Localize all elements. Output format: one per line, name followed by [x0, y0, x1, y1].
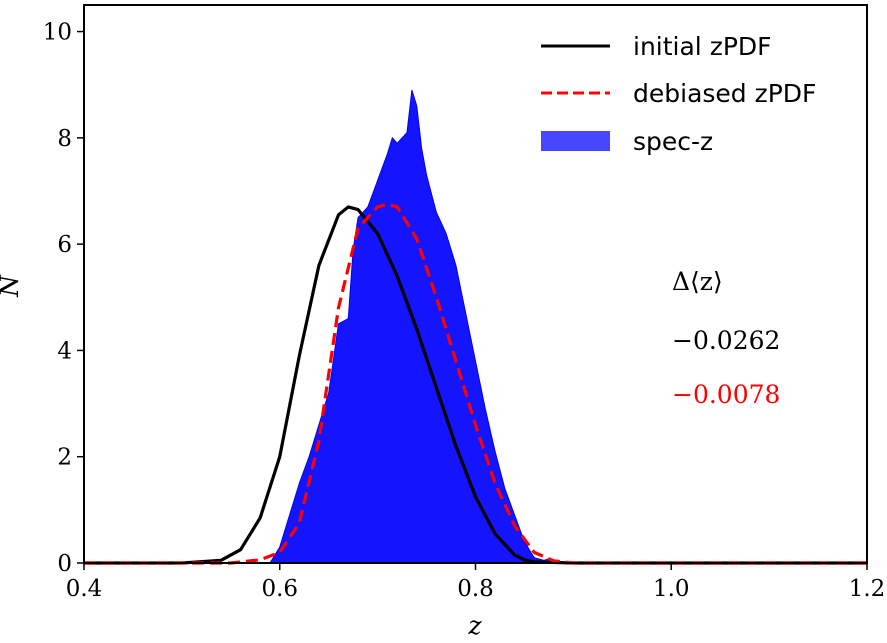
legend-label-initial-zpdf: initial zPDF	[633, 32, 772, 61]
y-tick-label: 4	[57, 338, 72, 364]
y-tick-label: 6	[57, 232, 72, 258]
delta-initial-value: −0.0262	[672, 326, 780, 355]
series-debiased-zpdf-line	[84, 202, 867, 565]
x-tick-label: 0.4	[66, 576, 103, 602]
x-tick-label: 0.6	[261, 576, 298, 602]
series-layer	[84, 89, 867, 565]
x-tick-label: 0.8	[457, 576, 494, 602]
series-initial-zpdf-line	[84, 205, 867, 565]
legend-label-debiased-zpdf: debiased zPDF	[633, 79, 816, 108]
stats-annotation: Δ⟨z⟩ −0.0262 −0.0078	[672, 267, 780, 409]
x-tick-label: 1.0	[653, 576, 690, 602]
legend-swatch-spec-z	[541, 131, 610, 151]
x-tick-label: 1.2	[849, 576, 886, 602]
delta-mean-z-heading: Δ⟨z⟩	[672, 267, 723, 296]
legend: initial zPDF debiased zPDF spec-z	[541, 32, 816, 156]
x-axis-label: z	[467, 611, 482, 638]
y-tick-label: 8	[57, 126, 72, 152]
y-tick-label: 10	[43, 20, 72, 46]
delta-debiased-value: −0.0078	[672, 380, 780, 409]
ticks-layer: 0.4 0.6 0.8 1.0 1.2 0 2 4 6 8 10	[43, 20, 886, 602]
y-tick-label: 0	[57, 551, 72, 577]
y-tick-label: 2	[57, 445, 72, 471]
y-axis-label: N	[0, 274, 24, 298]
legend-label-spec-z: spec-z	[633, 127, 713, 156]
